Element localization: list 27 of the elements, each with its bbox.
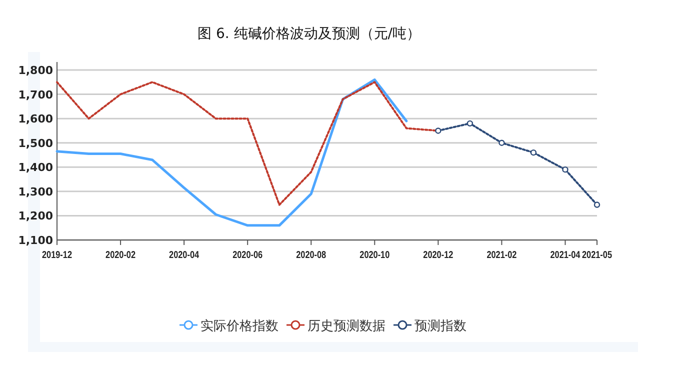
point	[530, 149, 537, 156]
x-tick-label: 2020-04	[169, 250, 206, 261]
y-tick-label: 1,500	[18, 136, 54, 150]
x-tick-label: 2021-05	[582, 250, 619, 261]
x-tick-label: 2021-02	[486, 250, 524, 261]
y-tick-label: 1,300	[18, 185, 54, 198]
legend-label: 实际价格指数	[200, 319, 278, 334]
x-tick-label: 2020-06	[232, 250, 270, 261]
point	[498, 140, 505, 146]
point	[466, 120, 474, 127]
point	[562, 166, 568, 173]
y-tick-label: 1,700	[18, 88, 54, 102]
y-tick-label: 1,600	[18, 112, 54, 126]
y-tick-label: 1,200	[18, 210, 54, 223]
y-tick-label: 1,400	[18, 161, 54, 174]
legend-label: 预测指数	[414, 319, 466, 334]
legend-label: 历史预测数据	[308, 319, 386, 334]
point	[435, 128, 442, 134]
y-tick-label: 1,800	[18, 64, 54, 77]
y-tick-label: 1,100	[18, 234, 54, 247]
x-tick-label: 2020-10	[360, 250, 396, 261]
x-tick-label: 2020-02	[106, 250, 142, 261]
x-tick-label: 2020-08	[296, 250, 333, 261]
x-tick-label: 2019-12	[42, 250, 79, 261]
chart-title: 图 6. 纯碱价格波动及预测（元/吨）	[198, 26, 420, 42]
point	[594, 202, 600, 208]
x-tick-label: 2020-12	[423, 250, 460, 261]
